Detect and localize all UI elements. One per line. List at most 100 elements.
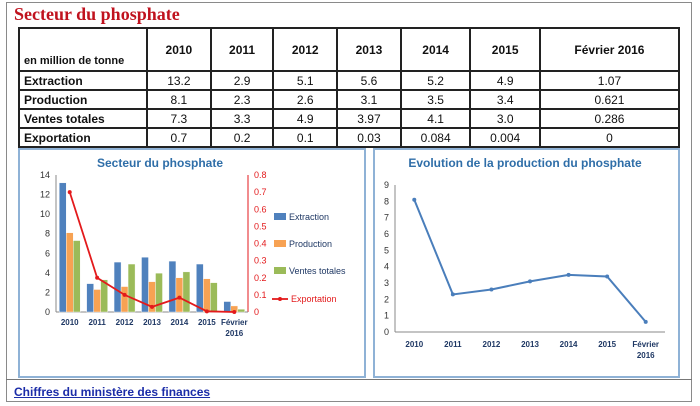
bar-extraction bbox=[223, 301, 231, 313]
table-row: Ventes totales 7.3 3.3 4.9 3.97 4.1 3.0 … bbox=[18, 108, 681, 129]
table-cell: 0.7 bbox=[146, 127, 212, 148]
exportation-point bbox=[150, 304, 154, 309]
y-tick-label: 9 bbox=[384, 180, 389, 190]
bar-extraction bbox=[86, 283, 94, 313]
chart-title: Evolution de la production du phosphate bbox=[408, 156, 642, 170]
table-cell: 5.1 bbox=[272, 70, 339, 91]
production-point bbox=[605, 274, 610, 279]
x-tick-label: 2010 bbox=[405, 340, 423, 349]
x-tick-label: 2012 bbox=[483, 340, 501, 349]
bar-ventes-totales bbox=[237, 309, 245, 313]
exportation-point bbox=[122, 292, 127, 297]
bar-ventes-totales bbox=[73, 240, 81, 313]
table-cell: 3.0 bbox=[469, 108, 541, 129]
table-row: Exportation 0.7 0.2 0.1 0.03 0.084 0.004… bbox=[18, 127, 681, 148]
legend-swatch bbox=[274, 267, 286, 274]
row-label: Exportation bbox=[18, 127, 148, 148]
unit-header: en million de tonne bbox=[18, 27, 148, 72]
bar-production bbox=[175, 277, 184, 313]
table-header-row: en million de tonne 2010 2011 2012 2013 … bbox=[18, 27, 681, 72]
table-cell: 0.004 bbox=[469, 127, 541, 148]
y2-tick-label: 0.8 bbox=[254, 170, 267, 180]
y-tick-label: 0 bbox=[384, 327, 389, 337]
y-tick-label: 8 bbox=[45, 229, 50, 239]
table-cell: 2.6 bbox=[272, 89, 339, 110]
figure-frame bbox=[6, 2, 692, 402]
bar-extraction bbox=[196, 263, 204, 313]
production-point bbox=[489, 287, 494, 292]
row-label: Production bbox=[18, 89, 148, 110]
y-tick-label: 3 bbox=[384, 278, 389, 288]
y-tick-label: 10 bbox=[40, 209, 50, 219]
y-tick-label: 0 bbox=[45, 307, 50, 317]
x-tick-label: 2013 bbox=[521, 340, 539, 349]
table-cell: 0 bbox=[538, 127, 681, 148]
table-cell: 3.1 bbox=[336, 89, 402, 110]
table-cell: 0.03 bbox=[336, 127, 402, 148]
exportation-point bbox=[232, 310, 237, 314]
y-tick-label: 6 bbox=[45, 248, 50, 258]
y2-tick-label: 0.4 bbox=[254, 239, 267, 249]
x-tick-label: 2015 bbox=[598, 340, 616, 349]
exportation-point bbox=[67, 190, 72, 195]
year-header: 2014 bbox=[399, 27, 472, 72]
table-cell: 3.3 bbox=[209, 108, 275, 129]
y-tick-label: 5 bbox=[384, 245, 389, 255]
table-cell: 0.621 bbox=[538, 89, 681, 110]
legend-marker bbox=[278, 297, 282, 301]
bar-extraction bbox=[113, 261, 122, 313]
x-tick-label: Février 2016 bbox=[221, 318, 248, 338]
bar-production bbox=[66, 232, 74, 313]
year-header: Février 2016 bbox=[538, 27, 681, 72]
y-tick-label: 4 bbox=[384, 262, 389, 272]
table-cell: 5.6 bbox=[336, 70, 402, 91]
y2-tick-label: 0.3 bbox=[254, 256, 267, 266]
y2-tick-label: 0.1 bbox=[254, 290, 267, 300]
y-tick-label: 2 bbox=[384, 294, 389, 304]
table-cell: 2.3 bbox=[209, 89, 275, 110]
production-point bbox=[412, 197, 417, 202]
page-title: Secteur du phosphate bbox=[14, 4, 180, 24]
table-cell: 4.9 bbox=[272, 108, 339, 129]
y-tick-label: 8 bbox=[384, 196, 389, 206]
y2-tick-label: 0.6 bbox=[254, 204, 267, 214]
source-link[interactable]: Chiffres du ministère des finances bbox=[14, 385, 211, 399]
legend-label: Exportation bbox=[291, 294, 337, 304]
y-tick-label: 2 bbox=[45, 287, 50, 297]
exportation-point bbox=[204, 309, 209, 314]
table-cell: 8.1 bbox=[146, 89, 212, 110]
footer-divider bbox=[6, 379, 692, 380]
line-chart-panel: Evolution de la production du phosphate 0… bbox=[373, 148, 680, 378]
table-cell: 0.286 bbox=[538, 108, 681, 129]
legend-swatch bbox=[274, 240, 286, 247]
production-point bbox=[450, 292, 455, 297]
x-tick-label: 2014 bbox=[560, 340, 578, 349]
x-tick-label: 2015 bbox=[198, 318, 216, 327]
table-cell: 0.2 bbox=[209, 127, 275, 148]
table-cell: 0.084 bbox=[399, 127, 472, 148]
table-cell: 0.1 bbox=[272, 127, 339, 148]
production-point bbox=[566, 272, 571, 277]
bar-ventes-totales bbox=[100, 279, 108, 313]
table-cell: 7.3 bbox=[146, 108, 212, 129]
row-label: Ventes totales bbox=[18, 108, 148, 129]
bar-ventes-totales bbox=[182, 271, 191, 313]
table-row: Production 8.1 2.3 2.6 3.1 3.5 3.4 0.621 bbox=[18, 89, 681, 110]
year-header: 2012 bbox=[272, 27, 339, 72]
line-chart: Evolution de la production du phosphate 0… bbox=[384, 156, 665, 360]
y2-tick-label: 0.7 bbox=[254, 187, 267, 197]
production-line bbox=[413, 199, 647, 323]
y-tick-label: 7 bbox=[384, 213, 389, 223]
table-cell: 2.9 bbox=[209, 70, 275, 91]
data-table: en million de tonne 2010 2011 2012 2013 … bbox=[18, 27, 681, 148]
table-cell: 4.9 bbox=[469, 70, 541, 91]
x-tick-label: 2010 bbox=[61, 318, 79, 327]
y2-tick-label: 0 bbox=[254, 307, 259, 317]
legend-label: Ventes totales bbox=[289, 266, 346, 276]
x-tick-label: Février 2016 bbox=[632, 340, 659, 360]
y-tick-label: 6 bbox=[384, 229, 389, 239]
bar-ventes-totales bbox=[155, 272, 163, 313]
table-cell: 3.5 bbox=[399, 89, 472, 110]
x-tick-label: 2011 bbox=[88, 318, 106, 327]
chart-title: Secteur du phosphate bbox=[97, 156, 223, 170]
